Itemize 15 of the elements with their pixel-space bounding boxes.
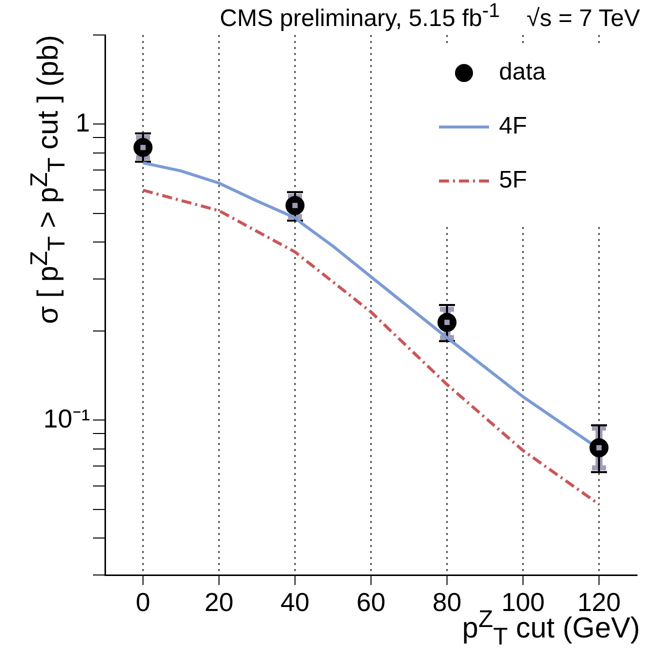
legend-label: 5F [499,166,528,194]
y-tick-label: 1 [76,107,90,138]
x-tick-label: 0 [136,586,150,617]
x-tick-label: 80 [432,586,462,617]
x-tick-label: 40 [280,586,310,617]
y-tick-label: 10⁻¹ [43,403,90,434]
x-tick-label: 20 [204,586,234,617]
x-tick-label: 60 [356,586,386,617]
point [286,196,304,216]
chart-title: CMS preliminary, 5.15 fb$^{-1}$ √s = 7 TeV [220,0,640,32]
point [134,138,152,157]
x-tick-label: 120 [577,586,621,617]
line-series [142,188,600,506]
legend-label: 4F [499,112,528,140]
legend-label: data [499,58,546,86]
